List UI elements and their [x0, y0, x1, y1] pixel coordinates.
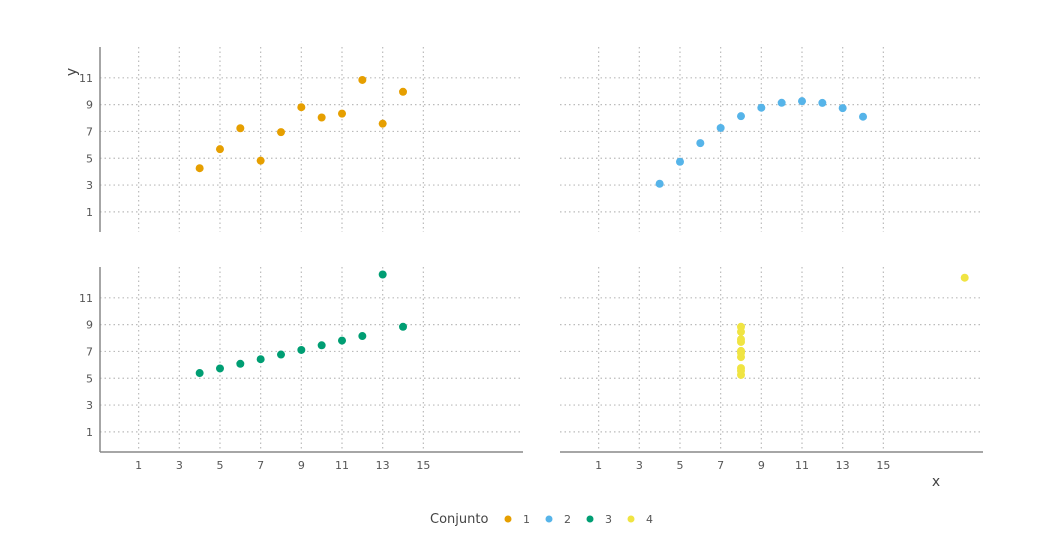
panel-1: 1 3 5 7 9 11	[79, 47, 523, 232]
x-tick-label: 3	[636, 459, 643, 472]
x-tick-label: 7	[717, 459, 724, 472]
x-tick-label: 3	[176, 459, 183, 472]
point-set-1	[297, 103, 306, 112]
x-tick-label: 9	[298, 459, 305, 472]
point-set-3	[358, 332, 367, 341]
x-tick-label: 7	[257, 459, 264, 472]
point-set-3	[378, 270, 387, 279]
panel-2	[560, 47, 983, 232]
x-tick-label: 11	[335, 459, 349, 472]
y-tick-label: 3	[86, 399, 93, 412]
legend-swatch-4	[627, 515, 635, 523]
y-tick-label: 5	[86, 152, 93, 165]
point-set-1	[236, 124, 245, 133]
y-tick-label: 3	[86, 179, 93, 192]
y-tick-label: 9	[86, 99, 93, 112]
y-tick-label: 1	[86, 426, 93, 439]
legend-swatch-1	[504, 515, 512, 523]
legend-label-3: 3	[605, 513, 612, 526]
point-set-2	[859, 112, 868, 121]
point-set-1	[215, 145, 224, 154]
x-axis-label: x	[932, 474, 940, 490]
point-set-3	[317, 341, 326, 350]
point-set-4	[736, 335, 745, 344]
y-axis-label: y	[64, 68, 80, 76]
x-tick-label: 5	[216, 459, 223, 472]
point-set-2	[838, 104, 847, 113]
x-tick-label: 1	[595, 459, 602, 472]
point-set-2	[736, 112, 745, 121]
point-set-3	[399, 322, 408, 331]
legend-label-1: 1	[523, 513, 530, 526]
point-set-1	[256, 156, 265, 165]
x-tick-label: 15	[876, 459, 890, 472]
point-set-1	[399, 87, 408, 96]
y-tick-label: 5	[86, 372, 93, 385]
point-set-3	[256, 355, 265, 364]
point-set-2	[818, 98, 827, 107]
point-set-2	[675, 157, 684, 166]
point-set-2	[696, 139, 705, 148]
point-set-3	[215, 364, 224, 373]
point-set-1	[338, 109, 347, 118]
point-set-1	[276, 128, 285, 137]
y-tick-label: 11	[79, 72, 93, 85]
point-set-1	[378, 119, 387, 128]
x-tick-label: 13	[376, 459, 390, 472]
y-tick-label: 1	[86, 206, 93, 219]
point-set-4	[736, 348, 745, 357]
point-set-4	[736, 366, 745, 375]
point-set-1	[358, 75, 367, 84]
y-tick-label: 7	[86, 345, 93, 358]
point-set-2	[798, 97, 807, 106]
point-set-3	[297, 345, 306, 354]
legend-swatch-3	[586, 515, 594, 523]
point-set-2	[777, 98, 786, 107]
x-tick-label: 13	[836, 459, 850, 472]
legend-label-4: 4	[646, 513, 653, 526]
legend-swatch-2	[545, 515, 553, 523]
point-set-3	[276, 350, 285, 359]
point-set-2	[716, 123, 725, 132]
point-set-2	[655, 179, 664, 188]
y-tick-label: 7	[86, 125, 93, 138]
legend-label-2: 2	[564, 513, 571, 526]
x-tick-label: 11	[795, 459, 809, 472]
legend-title: Conjunto	[430, 512, 488, 527]
point-set-3	[338, 336, 347, 345]
point-set-2	[757, 103, 766, 112]
point-set-1	[195, 164, 204, 173]
y-tick-label: 11	[79, 292, 93, 305]
x-tick-label: 9	[758, 459, 765, 472]
y-tick-label: 9	[86, 319, 93, 332]
point-set-4	[960, 273, 969, 282]
point-set-3	[195, 369, 204, 378]
point-set-3	[236, 359, 245, 368]
panel-4: 1 3 5 7 9 11 13 15	[560, 267, 983, 472]
x-tick-label: 1	[135, 459, 142, 472]
x-tick-label: 15	[416, 459, 430, 472]
x-tick-label: 5	[676, 459, 683, 472]
point-set-4	[736, 327, 745, 336]
legend: 1 2 3 4	[504, 513, 653, 526]
point-set-1	[317, 113, 326, 122]
